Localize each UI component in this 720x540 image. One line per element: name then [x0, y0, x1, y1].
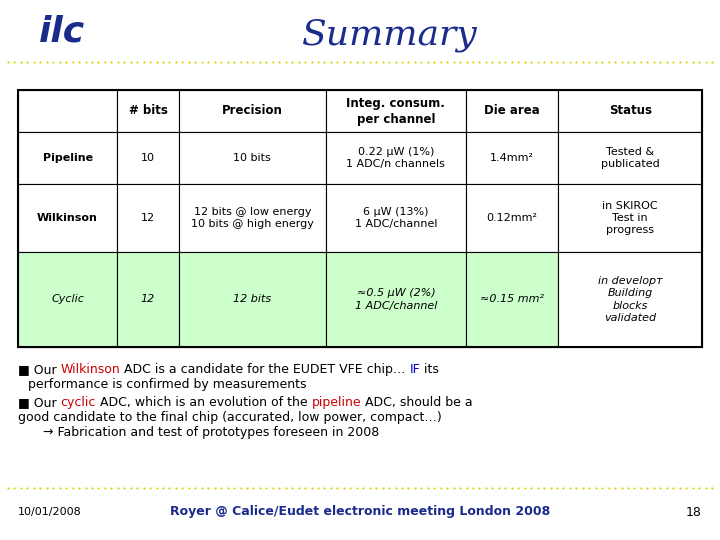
Text: 12 bits @ low energy
10 bits @ high energy: 12 bits @ low energy 10 bits @ high ener…	[191, 207, 314, 229]
Text: 0.12mm²: 0.12mm²	[487, 213, 538, 223]
Bar	[559, 132, 702, 184]
Bar	[18, 90, 702, 347]
Bar	[18, 184, 117, 252]
Bar	[325, 252, 466, 347]
Text: 0.22 μW (1%)
1 ADC/n channels: 0.22 μW (1%) 1 ADC/n channels	[346, 147, 446, 169]
Text: ≈0.15 mm²: ≈0.15 mm²	[480, 294, 544, 305]
Text: Summary: Summary	[302, 18, 478, 52]
Text: 1.4mm²: 1.4mm²	[490, 153, 534, 163]
Text: ■ Our: ■ Our	[18, 396, 60, 409]
Text: 10: 10	[141, 153, 155, 163]
Text: Die area: Die area	[485, 105, 540, 118]
Text: its: its	[420, 363, 439, 376]
Text: ADC is a candidate for the EUDET VFE chip…: ADC is a candidate for the EUDET VFE chi…	[120, 363, 410, 376]
Text: 12 bits: 12 bits	[233, 294, 271, 305]
Text: 10 bits: 10 bits	[233, 153, 271, 163]
Text: ≈0.5 μW (2%)
1 ADC/channel: ≈0.5 μW (2%) 1 ADC/channel	[355, 288, 437, 310]
Text: → Fabrication and test of prototypes foreseen in 2008: → Fabrication and test of prototypes for…	[43, 426, 379, 439]
Bar	[559, 184, 702, 252]
Bar	[179, 90, 325, 132]
Text: pipeline: pipeline	[312, 396, 361, 409]
Text: 12: 12	[141, 213, 155, 223]
Bar	[466, 184, 559, 252]
Text: Royer @ Calice/Eudet electronic meeting London 2008: Royer @ Calice/Eudet electronic meeting …	[170, 505, 550, 518]
Text: performance is confirmed by measurements: performance is confirmed by measurements	[28, 378, 307, 391]
Text: Tested &
publicated: Tested & publicated	[600, 147, 660, 169]
Text: Precision: Precision	[222, 105, 283, 118]
Bar	[179, 132, 325, 184]
Bar	[559, 252, 702, 347]
Bar	[325, 90, 466, 132]
Bar	[18, 252, 117, 347]
Text: ADC, should be a: ADC, should be a	[361, 396, 473, 409]
Text: 10/01/2008: 10/01/2008	[18, 507, 82, 517]
Text: Integ. consum.
per channel: Integ. consum. per channel	[346, 97, 446, 125]
Bar	[559, 90, 702, 132]
Text: in SKIROC
Test in
progress: in SKIROC Test in progress	[603, 200, 658, 235]
Bar	[18, 90, 117, 132]
Bar	[325, 132, 466, 184]
Text: Status: Status	[608, 105, 652, 118]
Bar	[117, 184, 179, 252]
Bar	[117, 90, 179, 132]
Text: in developᴛ
Building
blocks
validated: in developᴛ Building blocks validated	[598, 276, 662, 323]
Text: ■ Our: ■ Our	[18, 363, 60, 376]
Bar	[117, 252, 179, 347]
Bar	[466, 132, 559, 184]
Text: 12: 12	[141, 294, 155, 305]
Text: IF: IF	[410, 363, 420, 376]
Text: cyclic: cyclic	[60, 396, 96, 409]
Text: 6 μW (13%)
1 ADC/channel: 6 μW (13%) 1 ADC/channel	[355, 207, 437, 229]
Bar	[179, 184, 325, 252]
Bar	[466, 90, 559, 132]
Bar	[466, 252, 559, 347]
Text: Pipeline: Pipeline	[42, 153, 93, 163]
Bar	[325, 184, 466, 252]
Bar	[18, 132, 117, 184]
Text: Cyclic: Cyclic	[51, 294, 84, 305]
Text: Wilkinson: Wilkinson	[60, 363, 120, 376]
Text: good candidate to the final chip (accurated, low power, compact…): good candidate to the final chip (accura…	[18, 411, 442, 424]
Text: Wilkinson: Wilkinson	[37, 213, 98, 223]
Bar	[179, 252, 325, 347]
Text: ADC, which is an evolution of the: ADC, which is an evolution of the	[96, 396, 312, 409]
Text: ilc: ilc	[39, 15, 85, 49]
Text: # bits: # bits	[129, 105, 167, 118]
Text: 18: 18	[686, 505, 702, 518]
Bar	[117, 132, 179, 184]
